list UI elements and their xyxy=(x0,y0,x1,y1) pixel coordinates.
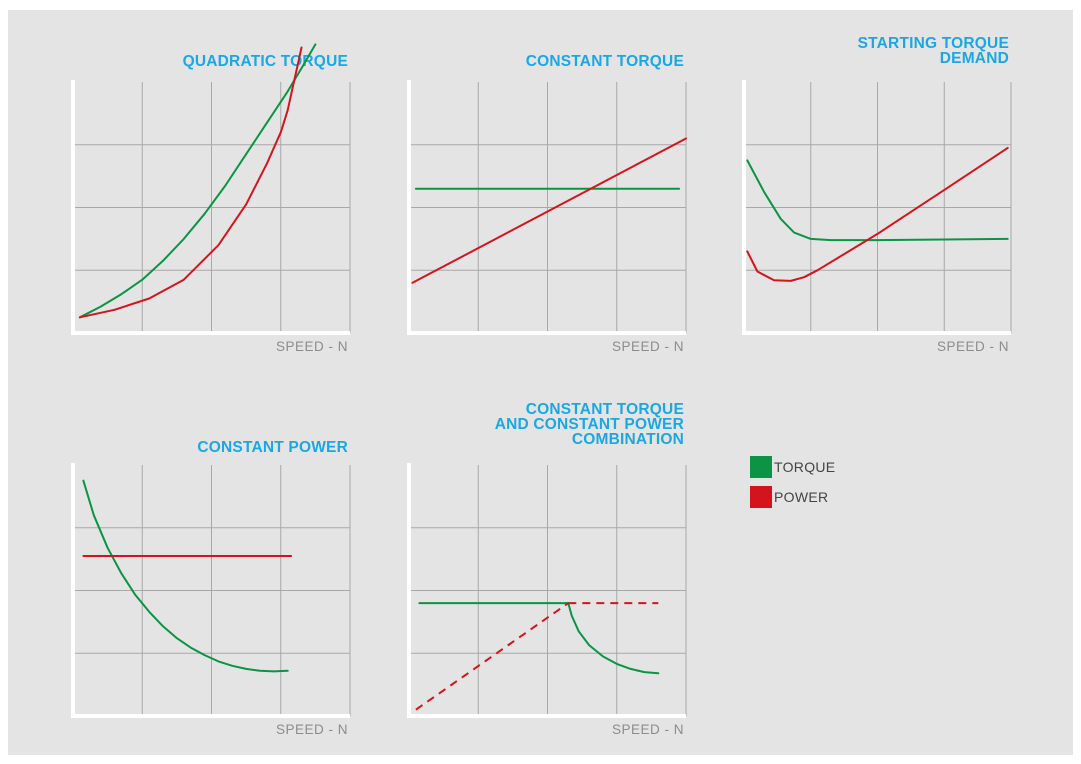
title-line: CONSTANT POWER xyxy=(197,439,348,456)
title-line: QUADRATIC TORQUE xyxy=(182,53,348,70)
x-axis-label: SPEED - N xyxy=(611,339,684,354)
legend-item-power: POWER xyxy=(750,486,828,508)
torque-curve xyxy=(567,602,660,675)
torque-curve xyxy=(82,479,289,673)
power-curve xyxy=(78,46,303,319)
legend-label: POWER xyxy=(774,489,829,505)
legend-item-torque: TORQUE xyxy=(750,456,835,478)
legend-label: TORQUE xyxy=(774,459,836,475)
torque-curve xyxy=(746,159,1009,242)
x-axis-label: SPEED - N xyxy=(611,722,684,737)
chart-title-constant-torque: CONSTANT TORQUE xyxy=(404,53,684,70)
title-line: CONSTANT TORQUE xyxy=(525,53,684,70)
title-line: COMBINATION xyxy=(571,431,684,448)
chart-title-combination: CONSTANT TORQUE AND CONSTANT POWER COMBI… xyxy=(404,401,684,448)
power-curve xyxy=(411,137,687,284)
chart-quadratic-torque xyxy=(71,43,351,335)
legend-swatch-power xyxy=(750,486,772,508)
chart-title-quadratic-torque: QUADRATIC TORQUE xyxy=(68,53,348,70)
chart-combination xyxy=(407,463,687,718)
power-curve xyxy=(746,146,1009,282)
x-axis-label: SPEED - N xyxy=(275,339,348,354)
chart-starting-torque-demand xyxy=(742,80,1012,335)
power-curve xyxy=(415,602,569,711)
x-axis-label: SPEED - N xyxy=(275,722,348,737)
title-line: CONSTANT TORQUE xyxy=(525,401,684,418)
chart-constant-torque xyxy=(407,80,687,335)
chart-title-starting-torque-demand: STARTING TORQUE DEMAND xyxy=(739,35,1009,67)
chart-constant-power xyxy=(71,463,351,718)
torque-curve xyxy=(78,43,317,319)
legend-swatch-torque xyxy=(750,456,772,478)
chart-title-constant-power: CONSTANT POWER xyxy=(68,439,348,456)
title-line: STARTING TORQUE xyxy=(857,35,1009,52)
figure-background: QUADRATIC TORQUE SPEED - N CONSTANT TORQ… xyxy=(8,10,1073,755)
x-axis-label: SPEED - N xyxy=(936,339,1009,354)
title-line: DEMAND xyxy=(939,50,1009,67)
title-line: AND CONSTANT POWER xyxy=(494,416,684,433)
